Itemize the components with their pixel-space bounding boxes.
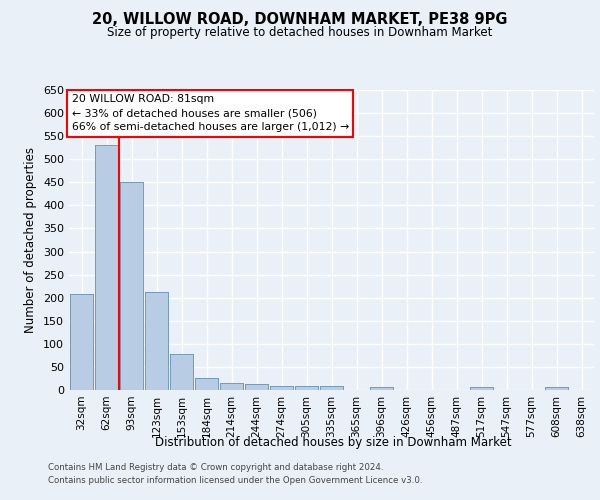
Text: Contains HM Land Registry data © Crown copyright and database right 2024.: Contains HM Land Registry data © Crown c… [48,464,383,472]
Text: Size of property relative to detached houses in Downham Market: Size of property relative to detached ho… [107,26,493,39]
Text: 20, WILLOW ROAD, DOWNHAM MARKET, PE38 9PG: 20, WILLOW ROAD, DOWNHAM MARKET, PE38 9P… [92,12,508,28]
Bar [195,378,218,390]
Bar [320,386,343,390]
Bar [95,146,118,390]
Bar [145,292,168,390]
Bar [270,386,293,390]
Bar [170,354,193,390]
Bar [370,387,393,390]
Bar [220,383,243,390]
Bar [170,354,193,390]
Bar [145,292,168,390]
Bar [545,387,568,390]
Bar [220,383,243,390]
Bar [70,294,93,390]
Bar [295,386,318,390]
Bar [470,387,493,390]
Bar [370,387,393,390]
Bar [295,386,318,390]
Bar [320,386,343,390]
Bar [95,146,118,390]
Bar [545,387,568,390]
Text: Distribution of detached houses by size in Downham Market: Distribution of detached houses by size … [155,436,511,449]
Bar [70,294,93,390]
Bar [120,182,143,390]
Bar [245,384,268,390]
Text: Contains public sector information licensed under the Open Government Licence v3: Contains public sector information licen… [48,476,422,485]
Bar [120,182,143,390]
Bar [245,384,268,390]
Bar [470,387,493,390]
Bar [195,378,218,390]
Bar [270,386,293,390]
Text: 20 WILLOW ROAD: 81sqm
← 33% of detached houses are smaller (506)
66% of semi-det: 20 WILLOW ROAD: 81sqm ← 33% of detached … [71,94,349,132]
Y-axis label: Number of detached properties: Number of detached properties [25,147,37,333]
